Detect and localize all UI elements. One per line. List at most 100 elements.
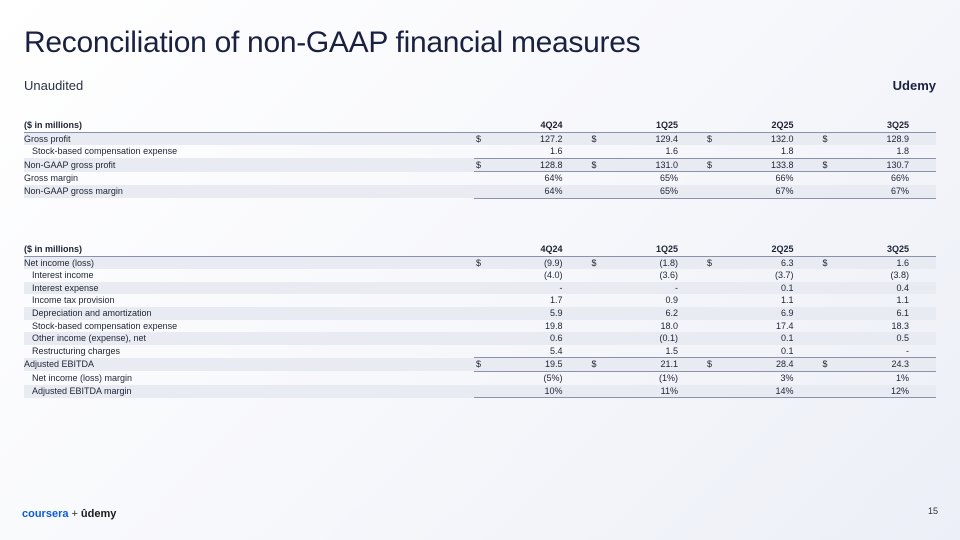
- gross-profit-table: ($ in millions) 4Q24 1Q25 2Q25 3Q25 Gros…: [24, 119, 936, 199]
- cell-value: 3%: [721, 370, 821, 385]
- row-label: Other income (expense), net: [24, 332, 474, 345]
- cell-value: 128.9: [836, 132, 936, 146]
- row-label: Adjusted EBITDA: [24, 357, 474, 372]
- cell-value: 128.8: [490, 157, 590, 172]
- period-header: 1Q25: [589, 119, 705, 133]
- currency-symbol: $: [474, 132, 490, 146]
- cell-value: 0.1: [780, 345, 794, 356]
- period-header: 2Q25: [705, 243, 821, 257]
- currency-symbol: $: [705, 256, 721, 270]
- row-label: Interest expense: [24, 281, 474, 295]
- cell-value: 18.0: [660, 320, 678, 331]
- cell-value: 0.1: [721, 332, 821, 345]
- cell-value: 6.1: [836, 306, 936, 320]
- row-label: Stock-based compensation expense: [32, 320, 178, 331]
- cell-value: 64%: [490, 184, 590, 199]
- brand-name: Udemy: [892, 78, 936, 93]
- currency-symbol: $: [474, 357, 490, 372]
- cell-value: 6.3: [721, 256, 821, 270]
- currency-symbol: $: [820, 132, 837, 146]
- units-label: ($ in millions): [24, 119, 474, 133]
- cell-value: -: [906, 345, 909, 356]
- period-header: 3Q25: [820, 119, 936, 133]
- cell-value: 5.9: [490, 306, 590, 320]
- cell-value: 1.7: [549, 295, 563, 306]
- cell-value: 19.8: [544, 320, 563, 331]
- cell-value: 6.2: [605, 306, 705, 320]
- cell-value: (1%): [605, 370, 705, 385]
- currency-symbol: $: [820, 157, 837, 172]
- cell-value: 1.1: [896, 295, 909, 306]
- cell-value: 21.1: [605, 357, 705, 372]
- cell-value: (5%): [490, 370, 590, 385]
- cell-value: (9.9): [490, 256, 590, 270]
- period-header: 4Q24: [474, 119, 590, 133]
- cell-value: 0.6: [490, 332, 590, 345]
- cell-value: 14%: [721, 384, 821, 399]
- row-label: Adjusted EBITDA margin: [24, 384, 474, 398]
- period-header: 2Q25: [705, 119, 821, 133]
- cell-value: 11%: [605, 384, 705, 399]
- table-row: Stock-based compensation expense 19.8 18…: [24, 320, 936, 333]
- cell-value: 127.2: [490, 132, 590, 146]
- cell-value: -: [490, 281, 590, 295]
- row-label: Non-GAAP gross profit: [24, 158, 474, 172]
- cell-value: (3.7): [774, 270, 794, 281]
- table-header-row: ($ in millions) 4Q24 1Q25 2Q25 3Q25: [24, 119, 936, 133]
- row-label: Depreciation and amortization: [24, 306, 474, 320]
- cell-value: 64%: [490, 171, 590, 185]
- cell-value: 133.8: [721, 157, 821, 172]
- currency-symbol: $: [589, 157, 606, 172]
- cell-value: 18.3: [891, 320, 909, 331]
- cell-value: 1.1: [780, 295, 794, 306]
- period-header: 1Q25: [589, 243, 705, 257]
- table-row: Restructuring charges 5.4 1.5 0.1 -: [24, 345, 936, 358]
- currency-symbol: $: [705, 157, 721, 172]
- cell-value: -: [605, 281, 705, 295]
- cell-value: 0.9: [665, 295, 678, 306]
- table-row: Adjusted EBITDA margin 10% 11% 14% 12%: [24, 384, 936, 399]
- page-number: 15: [927, 506, 938, 516]
- currency-symbol: $: [820, 357, 837, 372]
- cell-value: 0.5: [836, 332, 936, 345]
- row-label: Income tax provision: [32, 295, 115, 306]
- currency-symbol: $: [589, 256, 606, 270]
- cell-value: 19.5: [490, 357, 590, 372]
- row-label: Interest income: [32, 270, 94, 281]
- cell-value: (3.8): [890, 270, 909, 281]
- adjusted-ebitda-table: ($ in millions) 4Q24 1Q25 2Q25 3Q25 Net …: [24, 243, 936, 399]
- udemy-logo-text: ûdemy: [80, 508, 117, 520]
- currency-symbol: $: [820, 256, 837, 270]
- subtitle-unaudited: Unaudited: [24, 78, 84, 93]
- coursera-udemy-logo: coursera + ûdemy: [22, 508, 116, 520]
- table-row-subtotal: Adjusted EBITDA $19.5 $21.1 $28.4 $24.3: [24, 357, 936, 372]
- table-row: Non-GAAP gross margin 64% 65% 67% 67%: [24, 184, 936, 199]
- coursera-logo-text: coursera: [22, 508, 69, 520]
- row-label: Net income (loss) margin: [32, 372, 133, 383]
- cell-value: (4.0): [543, 270, 563, 281]
- cell-value: 66%: [721, 171, 821, 185]
- cell-value: 67%: [836, 184, 936, 199]
- currency-symbol: $: [589, 357, 606, 372]
- cell-value: 65%: [605, 171, 705, 185]
- cell-value: 132.0: [721, 132, 821, 146]
- cell-value: 131.0: [605, 157, 705, 172]
- table-row: Stock-based compensation expense 1.6 1.6…: [24, 145, 936, 158]
- cell-value: 1.8: [780, 146, 794, 157]
- cell-value: 1.5: [665, 345, 678, 356]
- row-label: Net income (loss): [24, 256, 474, 270]
- cell-value: (0.1): [605, 332, 705, 345]
- cell-value: 6.9: [721, 306, 821, 320]
- currency-symbol: $: [705, 132, 721, 146]
- cell-value: 66%: [836, 171, 936, 185]
- cell-value: 1.6: [836, 256, 936, 270]
- currency-symbol: $: [705, 357, 721, 372]
- row-label: Non-GAAP gross margin: [24, 184, 474, 199]
- row-label: Gross profit: [24, 132, 474, 146]
- cell-value: 130.7: [836, 157, 936, 172]
- table-row-subtotal: Non-GAAP gross profit $128.8 $131.0 $133…: [24, 157, 936, 172]
- period-header: 4Q24: [474, 243, 590, 257]
- table-row: Income tax provision 1.7 0.9 1.1 1.1: [24, 294, 936, 307]
- cell-value: 129.4: [605, 132, 705, 146]
- table-row: Net income (loss) $ (9.9) $ (1.8) $6.3 $1.…: [24, 256, 936, 270]
